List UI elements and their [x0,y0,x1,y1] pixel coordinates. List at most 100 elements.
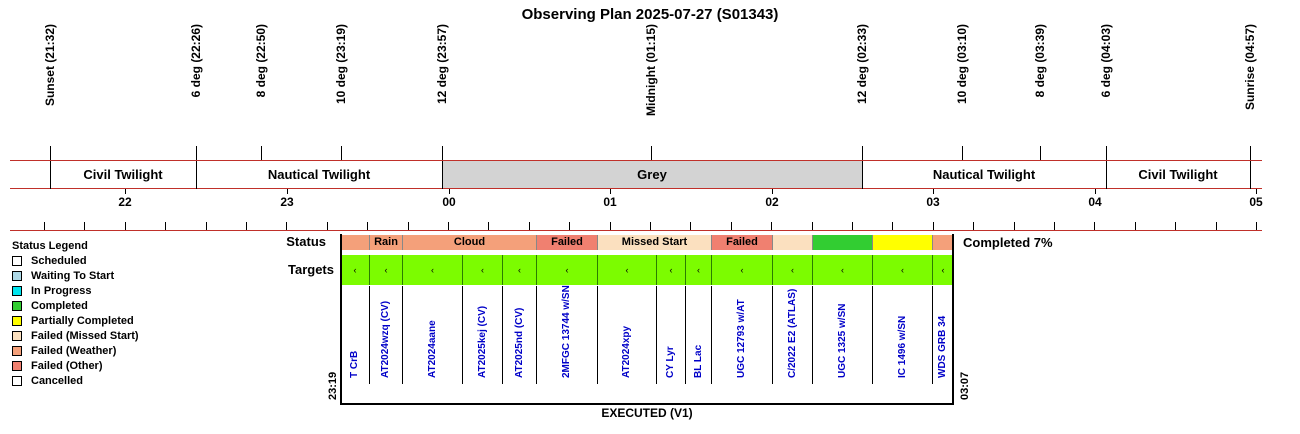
target-marker-cell[interactable]: ‹ [503,255,537,285]
hour-tick [610,189,611,194]
status-segment[interactable] [341,235,370,250]
minor-tick [1175,222,1176,230]
legend-swatch [12,271,22,282]
target-marker-cell[interactable]: ‹ [813,255,873,285]
legend-swatch [12,301,22,312]
execution-footer: EXECUTED (V1) [601,406,693,420]
hour-label: 23 [280,195,294,209]
target-column[interactable]: IC 1496 w/SN [873,286,933,384]
status-segment[interactable]: Missed Start [598,235,712,250]
target-marker-cell[interactable]: ‹ [341,255,370,285]
target-marker-cell[interactable]: ‹ [773,255,813,285]
band-divider [862,161,863,189]
band-divider [1106,161,1107,189]
legend-swatch [12,376,22,387]
legend-swatch [12,316,22,327]
band-divider [1250,161,1251,189]
event-tick [1040,146,1041,160]
target-column[interactable]: AT2024aane [403,286,463,384]
completion-percent: Completed 7% [963,235,1053,250]
target-marker-cell[interactable]: ‹ [463,255,503,285]
target-marker-cell[interactable]: ‹ [712,255,773,285]
status-segment[interactable]: Rain [370,235,403,250]
legend-label: Waiting To Start [31,270,115,282]
rule-bottom [10,230,1262,231]
event-tick [50,146,51,160]
legend-label: Completed [31,300,88,312]
minor-tick [488,222,489,230]
minor-tick [892,222,893,230]
event-tick [651,146,652,160]
minor-tick [650,222,651,230]
hour-tick [933,189,934,194]
minor-tick [44,222,45,230]
event-label: 8 deg (22:50) [254,24,268,98]
target-column[interactable]: UGC 1325 w/SN [813,286,873,384]
legend-item: In Progress [12,285,92,298]
legend-item: Cancelled [12,375,83,388]
legend-title: Status Legend [12,240,88,252]
event-label: 12 deg (23:57) [435,24,449,105]
target-column[interactable]: AT2024wzq (CV) [370,286,403,384]
target-column[interactable]: AT2025nd (CV) [503,286,537,384]
target-marker-cell[interactable]: ‹ [657,255,686,285]
target-column[interactable]: 2MFGC 13744 w/SN [537,285,598,384]
band-civil-twilight-morning: Civil Twilight [1138,167,1218,182]
target-marker-cell[interactable]: ‹ [686,255,712,285]
status-row-label: Status [286,234,326,249]
event-label: 12 deg (02:33) [855,24,869,105]
target-column[interactable]: UGC 12793 w/AT [712,286,773,384]
target-column[interactable]: T CrB [341,286,370,384]
legend-item: Failed (Other) [12,360,103,373]
minor-tick [246,222,247,230]
target-column[interactable]: BL Lac [686,286,712,384]
event-label: 6 deg (04:03) [1099,24,1113,98]
hour-tick [287,189,288,194]
status-segment[interactable]: Failed [712,235,773,250]
legend-item: Waiting To Start [12,270,114,283]
target-marker-cell[interactable]: ‹ [403,255,463,285]
target-marker-cell[interactable]: ‹ [370,255,403,285]
event-label: 8 deg (03:39) [1033,24,1047,98]
rule-top [10,160,1262,161]
legend-item: Failed (Weather) [12,345,116,358]
target-column[interactable]: AT2024xpy [598,286,657,384]
minor-tick [529,222,530,230]
band-divider [442,161,443,189]
target-marker-cell[interactable]: ‹ [873,255,933,285]
band-nautical-twilight-morning: Nautical Twilight [932,167,1036,182]
minor-tick [852,222,853,230]
event-label: Sunset (21:32) [43,24,57,107]
target-marker-cell[interactable]: ‹ [537,255,598,285]
target-column[interactable]: CY Lyr [657,286,686,384]
legend-swatch [12,346,22,357]
minor-tick [731,222,732,230]
minor-tick [812,222,813,230]
status-segment[interactable] [813,235,873,250]
status-segment[interactable] [873,235,933,250]
target-marker-cell[interactable]: ‹ [598,255,657,285]
target-column[interactable]: C/2022 E2 (ATLAS) [773,286,813,384]
legend-label: In Progress [31,285,92,297]
minor-tick [165,222,166,230]
status-segment[interactable] [773,235,813,250]
minor-tick [1135,222,1136,230]
hour-label: 03 [926,195,940,209]
status-segment[interactable]: Cloud [403,235,537,250]
band-divider [196,161,197,189]
minor-tick [327,222,328,230]
minor-tick [448,222,449,230]
minor-tick [125,222,126,230]
legend-swatch [12,361,22,372]
hour-label: 01 [603,195,617,209]
target-column[interactable]: AT2025kej (CV) [463,286,503,384]
legend-label: Failed (Other) [31,360,103,372]
hour-label: 04 [1088,195,1102,209]
status-segment[interactable]: Failed [537,235,598,250]
band-divider [50,161,51,189]
hour-tick [1095,189,1096,194]
minor-tick [1094,222,1095,230]
legend-label: Partially Completed [31,315,134,327]
event-tick [1250,146,1251,160]
minor-tick [690,222,691,230]
